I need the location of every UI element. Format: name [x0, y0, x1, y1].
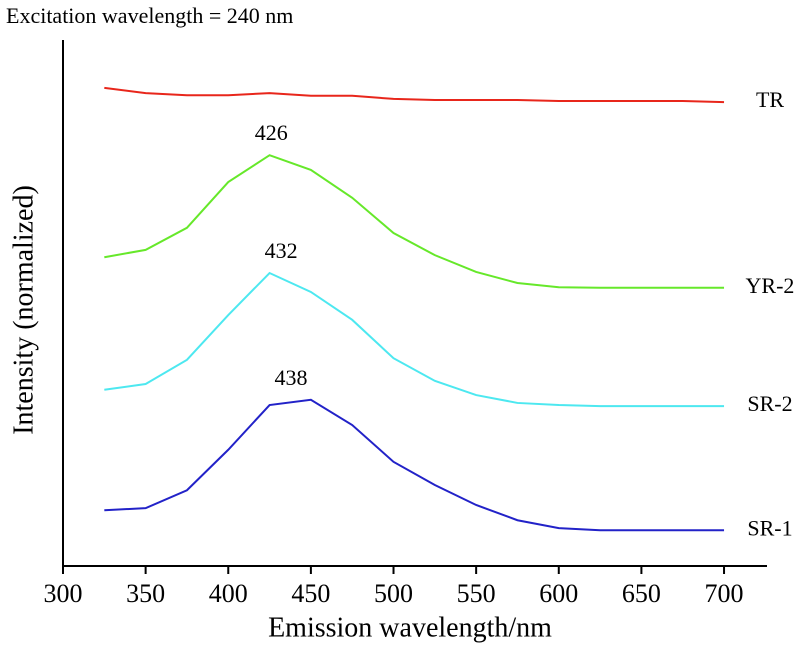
series-line [104, 271, 725, 408]
series-label: SR-2 [747, 391, 792, 416]
x-axis-label: Emission wavelength/nm [268, 612, 552, 643]
series-label: TR [756, 87, 784, 112]
x-tick-label: 400 [209, 579, 248, 608]
x-tick-label: 550 [457, 579, 496, 608]
series-line [104, 86, 725, 104]
series-label: YR-2 [746, 273, 795, 298]
peak-label: 438 [275, 365, 308, 390]
series-line [104, 154, 725, 289]
peak-label: 432 [265, 238, 298, 263]
peak-label: 426 [255, 120, 288, 145]
x-tick-label: 350 [126, 579, 165, 608]
series-label: SR-1 [747, 515, 792, 540]
x-tick-label: 300 [44, 579, 83, 608]
series-line [104, 398, 725, 532]
chart-title: Excitation wavelength = 240 nm [6, 3, 293, 28]
y-axis-label: Intensity (normalized) [8, 185, 39, 435]
x-tick-label: 700 [705, 579, 744, 608]
x-tick-label: 450 [291, 579, 330, 608]
x-tick-label: 600 [539, 579, 578, 608]
x-tick-label: 500 [374, 579, 413, 608]
x-tick-label: 650 [622, 579, 661, 608]
